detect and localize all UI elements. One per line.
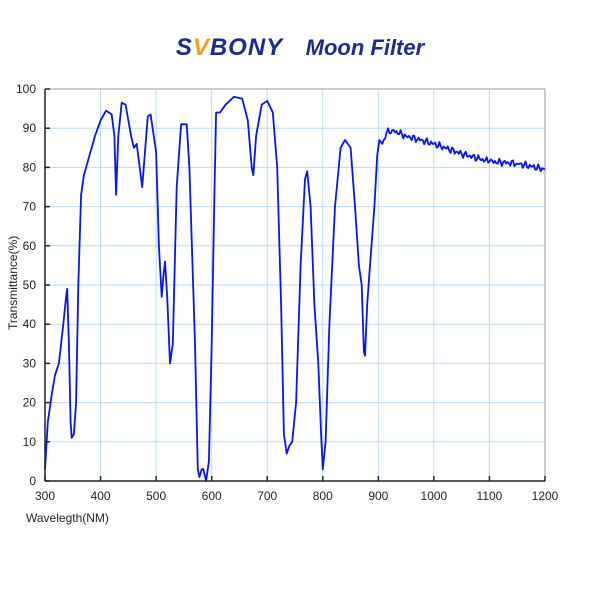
product-title: Moon Filter — [305, 35, 425, 60]
x-tick-label: 900 — [368, 489, 388, 503]
x-tick-label: 1200 — [532, 489, 559, 503]
y-axis-label: Transmittance(%) — [6, 236, 20, 330]
x-tick-label: 400 — [91, 489, 111, 503]
y-tick-label: 70 — [23, 200, 37, 214]
x-tick-label: 1100 — [477, 489, 503, 503]
x-tick-labels: 300 400 500 600 700 800 900 1000 1100 1200 — [35, 489, 559, 503]
chart-title: SVBONY Moon Filter — [0, 34, 600, 62]
grid-lines — [45, 88, 546, 481]
x-tick-label: 1000 — [421, 489, 448, 503]
x-tick-label: 700 — [257, 489, 277, 503]
y-tick-label: 30 — [23, 356, 37, 370]
series-line — [44, 95, 546, 482]
y-tick-label: 50 — [23, 278, 37, 292]
transmittance-curve — [44, 95, 546, 482]
x-tick-label: 800 — [313, 489, 333, 503]
y-tick-label: 80 — [23, 160, 37, 174]
y-tick-label: 40 — [23, 317, 37, 331]
axes — [44, 88, 546, 482]
x-tick-label: 300 — [35, 489, 55, 503]
y-tick-label: 90 — [23, 121, 37, 135]
y-tick-label: 100 — [16, 82, 36, 96]
x-tick-label: 600 — [202, 489, 222, 503]
brand-logo: SVBONY — [175, 34, 284, 61]
y-tick-label: 10 — [23, 435, 37, 449]
x-tick-label: 500 — [146, 489, 166, 503]
y-tick-label: 60 — [23, 239, 37, 253]
y-tick-labels: 0 10 20 30 40 50 60 70 80 90 100 — [16, 82, 36, 488]
y-tick-label: 0 — [29, 474, 36, 488]
x-axis-label: Wavelegth(NM) — [26, 511, 109, 525]
y-tick-label: 20 — [23, 396, 37, 410]
